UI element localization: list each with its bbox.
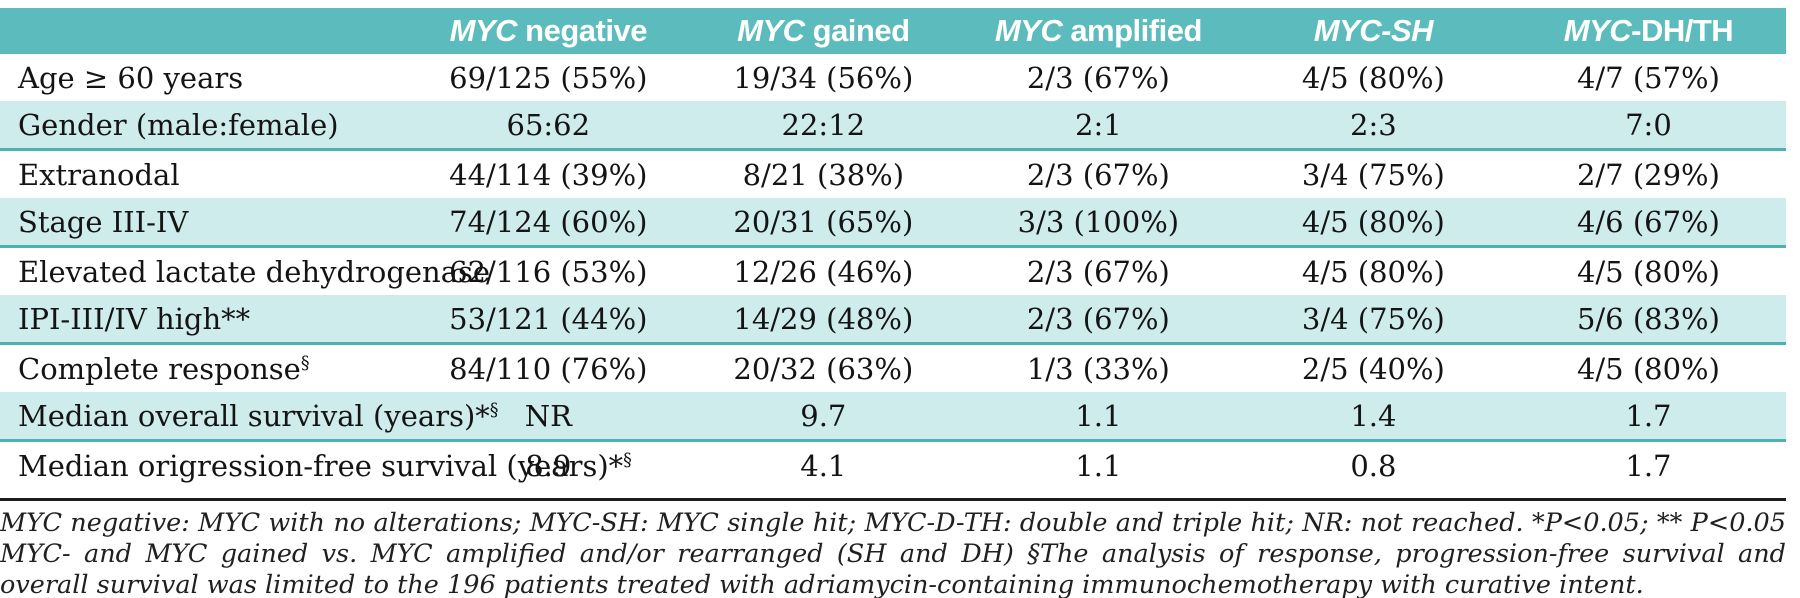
- row-label: Complete response§: [0, 344, 411, 393]
- data-cell: 19/34 (56%): [733, 60, 914, 95]
- row-label-text: Stage III-IV: [18, 204, 189, 239]
- row-label-text: IPI-III/IV high**: [18, 301, 251, 336]
- data-cell: 9.7: [800, 398, 847, 433]
- data-cell: 1.1: [1075, 448, 1122, 483]
- data-cell: NR: [524, 398, 572, 433]
- data-cell: 53/121 (44%): [449, 301, 648, 336]
- data-cell: 4/5 (80%): [1576, 254, 1720, 289]
- data-cell: 2/3 (67%): [1026, 157, 1170, 192]
- data-cell: 7:0: [1625, 107, 1672, 142]
- row-label-text: Age ≥ 60 years: [18, 60, 244, 95]
- row-label-text: Gender (male:female): [18, 107, 339, 142]
- data-cell: 5/6 (83%): [1576, 301, 1720, 336]
- header-italic: MYC: [737, 13, 805, 48]
- header-italic: MYC: [1563, 13, 1632, 48]
- data-cell: 20/31 (65%): [733, 204, 914, 239]
- table-row-complete-response: Complete response§ 84/110 (76%) 20/32 (6…: [0, 344, 1786, 393]
- data-cell: 2/3 (67%): [1026, 254, 1170, 289]
- header-italic: MYC-SH: [1313, 13, 1434, 48]
- data-cell: 2:3: [1350, 107, 1397, 142]
- row-label: Gender (male:female): [0, 101, 411, 150]
- data-cell: 2/3 (67%): [1026, 301, 1170, 336]
- data-cell: 4/5 (80%): [1301, 254, 1445, 289]
- data-cell: 4/5 (80%): [1301, 60, 1445, 95]
- row-label: Median origression-free survival (years)…: [0, 441, 632, 490]
- data-cell: 4/5 (80%): [1301, 204, 1445, 239]
- data-cell: 1/3 (33%): [1026, 351, 1170, 386]
- data-cell: 62/116 (53%): [449, 254, 648, 289]
- header-cell-myc-dh-th: MYC-DH/TH: [1510, 8, 1786, 54]
- header-italic: MYC: [994, 13, 1063, 48]
- data-cell: 2/5 (40%): [1301, 351, 1445, 386]
- data-cell: 22:12: [781, 107, 866, 142]
- data-cell: 1.7: [1625, 448, 1672, 483]
- data-cell: 1.4: [1350, 398, 1397, 433]
- data-cell: 1.7: [1625, 398, 1672, 433]
- header-cell-myc-gained: MYC gained: [685, 8, 961, 54]
- data-cell: 65:62: [506, 107, 591, 142]
- table-row-ipi: IPI-III/IV high** 53/121 (44%) 14/29 (48…: [0, 295, 1786, 344]
- data-cell: 2/3 (67%): [1026, 60, 1170, 95]
- data-cell: 84/110 (76%): [449, 351, 648, 386]
- table-footnote: MYC negative: MYC with no alterations; M…: [0, 498, 1786, 598]
- data-cell: 2:1: [1075, 107, 1122, 142]
- header-cell-myc-amplified: MYC amplified: [960, 8, 1236, 54]
- header-regular: -DH/TH: [1631, 13, 1734, 48]
- table-row-extranodal: Extranodal 44/114 (39%) 8/21 (38%) 2/3 (…: [0, 150, 1786, 199]
- data-cell: 2/7 (29%): [1576, 157, 1720, 192]
- data-cell: 44/114 (39%): [449, 157, 648, 192]
- table-row-gender: Gender (male:female) 65:62 22:12 2:1 2:3…: [0, 101, 1786, 150]
- header-regular: gained: [804, 13, 910, 48]
- row-label-text: Extranodal: [18, 157, 180, 192]
- row-label-text: Complete response: [18, 351, 301, 386]
- data-cell: 3/3 (100%): [1017, 204, 1180, 239]
- data-cell: 8.9: [525, 448, 572, 483]
- data-cell: 4.1: [800, 448, 847, 483]
- row-label-sup: §: [489, 399, 499, 420]
- data-cell: 0.8: [1350, 448, 1397, 483]
- row-label: Age ≥ 60 years: [0, 54, 411, 101]
- row-label-sup: §: [623, 449, 632, 470]
- row-label: Median overall survival (years)*§: [0, 392, 498, 441]
- table-row-ldh: Elevated lactate dehydrogenase 62/116 (5…: [0, 247, 1786, 296]
- data-cell: 3/4 (75%): [1301, 301, 1445, 336]
- header-empty-cell: [0, 8, 411, 54]
- data-cell: 74/124 (60%): [449, 204, 648, 239]
- header-regular: amplified: [1062, 13, 1202, 48]
- data-cell: 69/125 (55%): [449, 60, 648, 95]
- data-cell: 1.1: [1075, 398, 1122, 433]
- data-cell: 14/29 (48%): [733, 301, 914, 336]
- table-header-row: MYC negative MYC gained MYC amplified MY…: [0, 8, 1786, 54]
- table-row-overall-survival: Median overall survival (years)*§ NR 9.7…: [0, 392, 1786, 441]
- data-cell: 4/6 (67%): [1576, 204, 1720, 239]
- data-cell: 4/5 (80%): [1576, 351, 1720, 386]
- row-label: IPI-III/IV high**: [0, 295, 411, 344]
- table-row-stage: Stage III-IV 74/124 (60%) 20/31 (65%) 3/…: [0, 198, 1786, 247]
- data-cell: 4/7 (57%): [1576, 60, 1720, 95]
- row-label: Elevated lactate dehydrogenase: [0, 247, 490, 296]
- data-cell: 8/21 (38%): [742, 157, 905, 192]
- patient-characteristics-table: MYC negative MYC gained MYC amplified MY…: [0, 8, 1786, 489]
- row-label: Extranodal: [0, 150, 411, 199]
- row-label-text: Median overall survival (years)*: [18, 398, 490, 433]
- row-label-text: Median origression-free survival (years)…: [18, 448, 624, 483]
- data-cell: 3/4 (75%): [1301, 157, 1445, 192]
- row-label: Stage III-IV: [0, 198, 411, 247]
- data-cell: 12/26 (46%): [733, 254, 914, 289]
- header-italic: MYC: [449, 13, 518, 48]
- table-row-progression-free-survival: Median origression-free survival (years)…: [0, 441, 1786, 490]
- row-label-sup: §: [300, 352, 310, 373]
- header-cell-myc-sh: MYC-SH: [1235, 8, 1511, 54]
- table-row-age: Age ≥ 60 years 69/125 (55%) 19/34 (56%) …: [0, 54, 1786, 101]
- header-cell-myc-negative: MYC negative: [410, 8, 686, 54]
- row-label-text: Elevated lactate dehydrogenase: [18, 254, 491, 289]
- data-cell: 20/32 (63%): [733, 351, 914, 386]
- header-regular: negative: [517, 13, 647, 48]
